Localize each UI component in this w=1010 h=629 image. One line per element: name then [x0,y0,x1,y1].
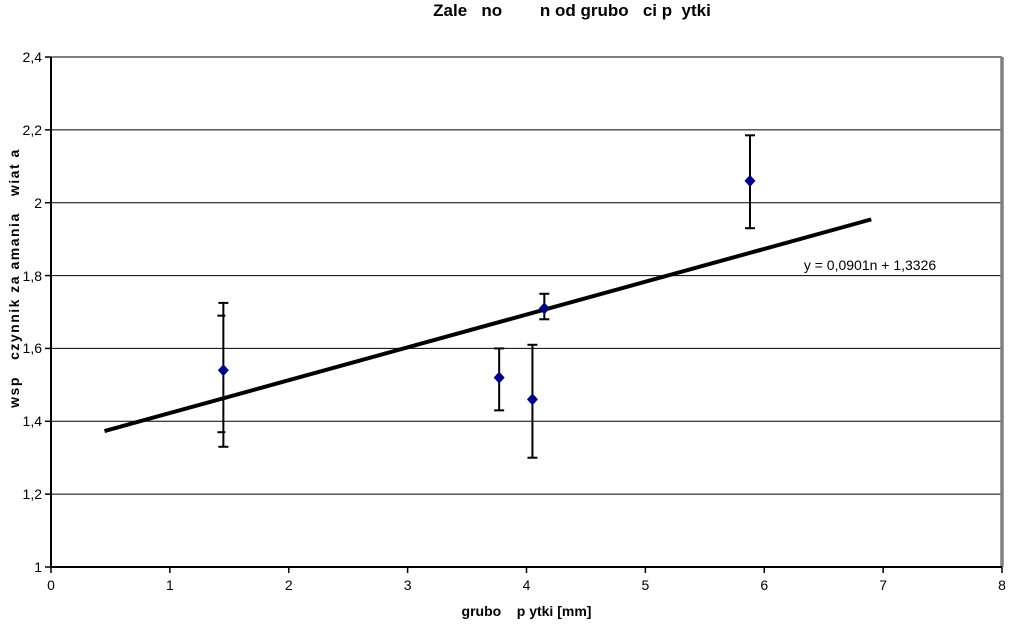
y-tick-label: 1,8 [22,267,42,284]
chart-title: Zale no n od grubo ci p ytki [433,1,711,20]
y-tick-label: 2,2 [22,121,42,138]
x-tick-label: 8 [998,577,1006,593]
x-tick-label: 3 [403,577,412,593]
x-tick-label: 5 [641,577,650,593]
y-tick-label: 2,4 [22,49,42,65]
y-tick-label: 1,4 [22,413,42,430]
x-tick-label: 6 [760,577,769,593]
x-tick-label: 4 [522,577,531,593]
x-tick-label: 2 [284,577,293,593]
data-point [493,371,505,384]
x-tick-label: 7 [879,577,888,593]
data-point [526,393,538,406]
y-tick-label: 1,2 [22,486,42,503]
y-tick-label: 1,6 [22,340,42,357]
x-tick-label: 0 [47,577,55,593]
data-point [217,364,229,377]
trendline-equation: y = 0,0901n + 1,3326 [803,257,937,273]
x-axis-label: grubo p ytki [mm] [461,603,592,619]
data-point [538,302,550,315]
x-tick-label: 1 [165,577,174,593]
trendline [103,217,872,433]
data-point [744,174,756,187]
y-tick-label: 2 [34,194,42,211]
y-tick-label: 1 [34,559,42,575]
